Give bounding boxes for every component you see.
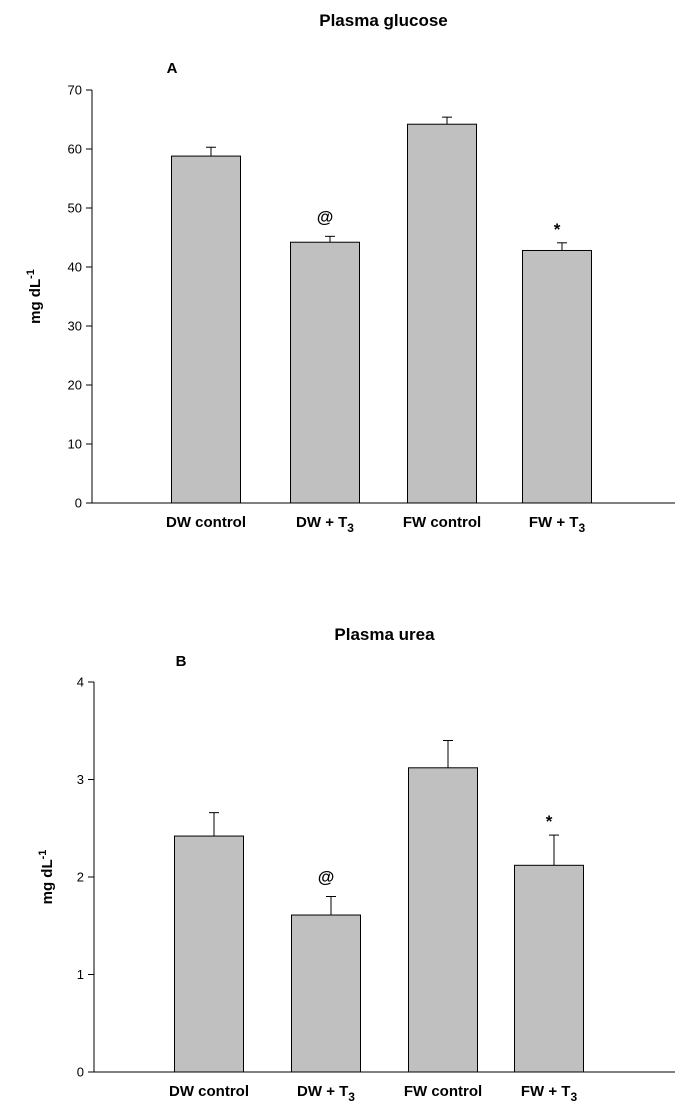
chart-1-annotation-1: @ — [318, 868, 335, 887]
chart-1-category-sub-1: 3 — [348, 1090, 355, 1104]
chart-0-y-tick-label-7: 70 — [68, 83, 82, 98]
chart-0-category-main-3: FW + T — [529, 514, 579, 531]
chart-1-category-sub-3: 3 — [570, 1090, 577, 1104]
chart-0-bar-0 — [171, 155, 241, 504]
chart-1-category-main-0: DW control — [169, 1083, 249, 1100]
chart-1-category-label-1: DW + T3 — [297, 1083, 355, 1104]
chart-1-bar-0 — [174, 835, 244, 1073]
chart-0-bar-3 — [522, 249, 592, 504]
chart-1-bar-2 — [408, 767, 478, 1073]
chart-1-y-tick-label-1: 1 — [77, 967, 84, 982]
chart-0-y-tick-label-2: 20 — [68, 378, 82, 393]
chart-1-category-main-3: FW + T — [521, 1083, 571, 1100]
chart-0-category-main-2: FW control — [403, 514, 481, 531]
chart-1-y-label: mg dL-1 — [37, 850, 56, 905]
chart-0-annotation-1: @ — [317, 207, 334, 226]
chart-1-y-tick-label-2: 2 — [77, 870, 84, 885]
chart-1-y-tick-label-0: 0 — [77, 1065, 84, 1080]
chart-0-y-tick-label-4: 40 — [68, 260, 82, 275]
chart-0-y-tick-label-0: 0 — [75, 496, 82, 511]
chart-1-panel-label: B — [176, 653, 187, 670]
chart-1-bar-1 — [291, 914, 361, 1073]
chart-0-category-label-1: DW + T3 — [296, 514, 354, 535]
chart-1-y-tick-label-4: 4 — [77, 675, 84, 690]
chart-0-category-main-1: DW + T — [296, 514, 347, 531]
chart-0-y-tick-label-1: 10 — [68, 437, 82, 452]
chart-0-bar-2 — [407, 123, 477, 504]
chart-0-y-tick-label-5: 50 — [68, 201, 82, 216]
chart-1-y-label-text: mg dL — [39, 859, 56, 904]
chart-1-y-tick-label-3: 3 — [77, 772, 84, 787]
chart-1-annotation-3: * — [546, 812, 553, 831]
chart-0-annotation-3: * — [554, 220, 561, 239]
chart-1-y-label-sup: -1 — [37, 850, 49, 860]
chart-1-category-main-1: DW + T — [297, 1083, 348, 1100]
chart-0-category-label-2: FW control — [403, 514, 481, 531]
chart-0-title: Plasma glucose — [319, 11, 448, 30]
chart-1-title: Plasma urea — [334, 625, 435, 644]
chart-1-category-label-2: FW control — [404, 1083, 482, 1100]
chart-1-category-label-0: DW control — [169, 1083, 249, 1100]
chart-0-bar-1 — [290, 241, 360, 504]
chart-0-y-tick-label-3: 30 — [68, 319, 82, 334]
chart-0-category-main-0: DW control — [166, 514, 246, 531]
chart-0-category-label-3: FW + T3 — [529, 514, 586, 535]
chart-0-category-sub-1: 3 — [347, 521, 354, 535]
chart-0-y-label: mg dL-1 — [25, 269, 44, 324]
chart-1-category-main-2: FW control — [404, 1083, 482, 1100]
chart-1-bar-3 — [514, 864, 584, 1073]
chart-0: Plasma glucose A 0 10 20 30 40 50 60 70 mg dL-1 DW … — [25, 11, 675, 535]
chart-0-y-label-text: mg dL — [27, 279, 44, 324]
chart-1-category-label-3: FW + T3 — [521, 1083, 578, 1104]
chart-0-y-tick-label-6: 60 — [68, 142, 82, 157]
chart-1: Plasma urea B 0 1 2 3 4 mg dL-1 DW control @ DW + … — [37, 625, 675, 1104]
chart-0-panel-label: A — [167, 60, 178, 77]
chart-0-category-label-0: DW control — [166, 514, 246, 531]
chart-0-y-label-sup: -1 — [25, 269, 37, 279]
chart-0-category-sub-3: 3 — [578, 521, 585, 535]
